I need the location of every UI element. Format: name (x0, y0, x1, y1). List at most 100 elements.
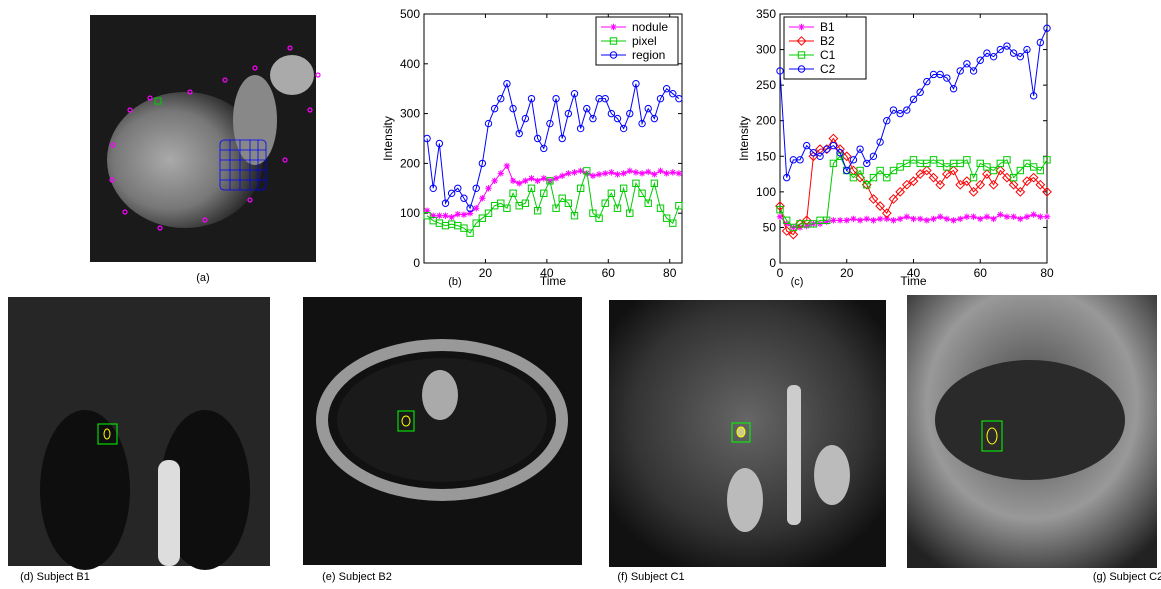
marker (609, 51, 618, 59)
marker (863, 181, 871, 189)
marker (484, 119, 493, 128)
marker (669, 89, 677, 98)
marker (1003, 213, 1011, 220)
marker (843, 217, 850, 224)
marker (583, 167, 591, 175)
marker (521, 199, 530, 207)
y-tick-label: 0 (769, 256, 776, 270)
marker (607, 109, 616, 118)
marker (1043, 156, 1051, 164)
marker (577, 167, 584, 175)
marker (916, 88, 924, 96)
marker (570, 89, 579, 98)
marker (923, 217, 931, 224)
marker (454, 210, 461, 218)
marker (782, 216, 791, 225)
marker (1008, 179, 1019, 190)
image-g (907, 295, 1157, 568)
marker (522, 177, 529, 185)
caption: (c) (791, 276, 804, 288)
marker (963, 156, 971, 164)
marker (1023, 45, 1031, 54)
marker (856, 145, 864, 153)
marker (823, 218, 830, 225)
marker (970, 213, 977, 220)
marker (982, 169, 992, 179)
marker (478, 214, 487, 222)
marker (829, 159, 838, 168)
marker (552, 94, 560, 103)
y-tick-label: 0 (413, 256, 420, 270)
marker (936, 70, 944, 79)
x-tick-label: 40 (907, 266, 921, 280)
marker (876, 138, 884, 146)
marker (466, 204, 474, 212)
marker (509, 189, 517, 197)
marker (1017, 215, 1024, 223)
marker (968, 186, 979, 197)
marker (527, 94, 536, 103)
marker (823, 216, 831, 225)
marker (552, 204, 560, 212)
marker (976, 56, 984, 64)
marker (803, 141, 811, 150)
marker (610, 23, 617, 31)
marker (675, 94, 683, 103)
marker (1009, 49, 1018, 57)
caption: (b) (448, 276, 461, 288)
marker (626, 167, 633, 175)
legend-label: C1 (820, 48, 836, 62)
caption: (a) (196, 272, 209, 284)
marker (662, 214, 671, 222)
marker (816, 152, 824, 160)
marker (626, 209, 634, 217)
marker (875, 201, 886, 211)
marker (803, 222, 810, 230)
marker (1016, 52, 1024, 61)
marker (435, 139, 444, 148)
marker (849, 156, 858, 164)
marker (823, 145, 831, 153)
marker (997, 211, 1004, 218)
marker (497, 170, 504, 177)
marker (1010, 213, 1017, 220)
marker (595, 214, 603, 222)
marker (430, 212, 437, 219)
marker (801, 215, 812, 226)
marker (675, 170, 683, 177)
marker (1003, 156, 1011, 164)
marker (497, 199, 505, 207)
marker (527, 184, 536, 193)
marker (983, 213, 991, 220)
y-tick-label: 100 (400, 206, 420, 220)
marker (916, 215, 924, 223)
marker (675, 202, 683, 210)
legend-label: region (632, 48, 665, 62)
marker (540, 175, 547, 182)
marker (460, 211, 468, 218)
marker (896, 109, 904, 118)
marker (528, 175, 535, 182)
marker (534, 177, 541, 185)
marker (921, 165, 932, 176)
marker (609, 37, 618, 45)
marker (503, 204, 511, 212)
marker (571, 169, 578, 176)
marker (863, 215, 870, 223)
marker (1042, 186, 1052, 197)
marker (941, 169, 952, 179)
marker (546, 177, 554, 185)
marker (466, 229, 474, 237)
marker (509, 104, 517, 113)
image-a (90, 15, 321, 262)
marker (619, 184, 628, 193)
marker (442, 212, 449, 219)
marker (796, 36, 807, 46)
marker (883, 215, 890, 223)
marker (943, 74, 951, 82)
marker (540, 189, 548, 197)
marker (990, 215, 997, 223)
marker (583, 104, 591, 113)
marker (876, 215, 884, 223)
marker (454, 184, 462, 193)
